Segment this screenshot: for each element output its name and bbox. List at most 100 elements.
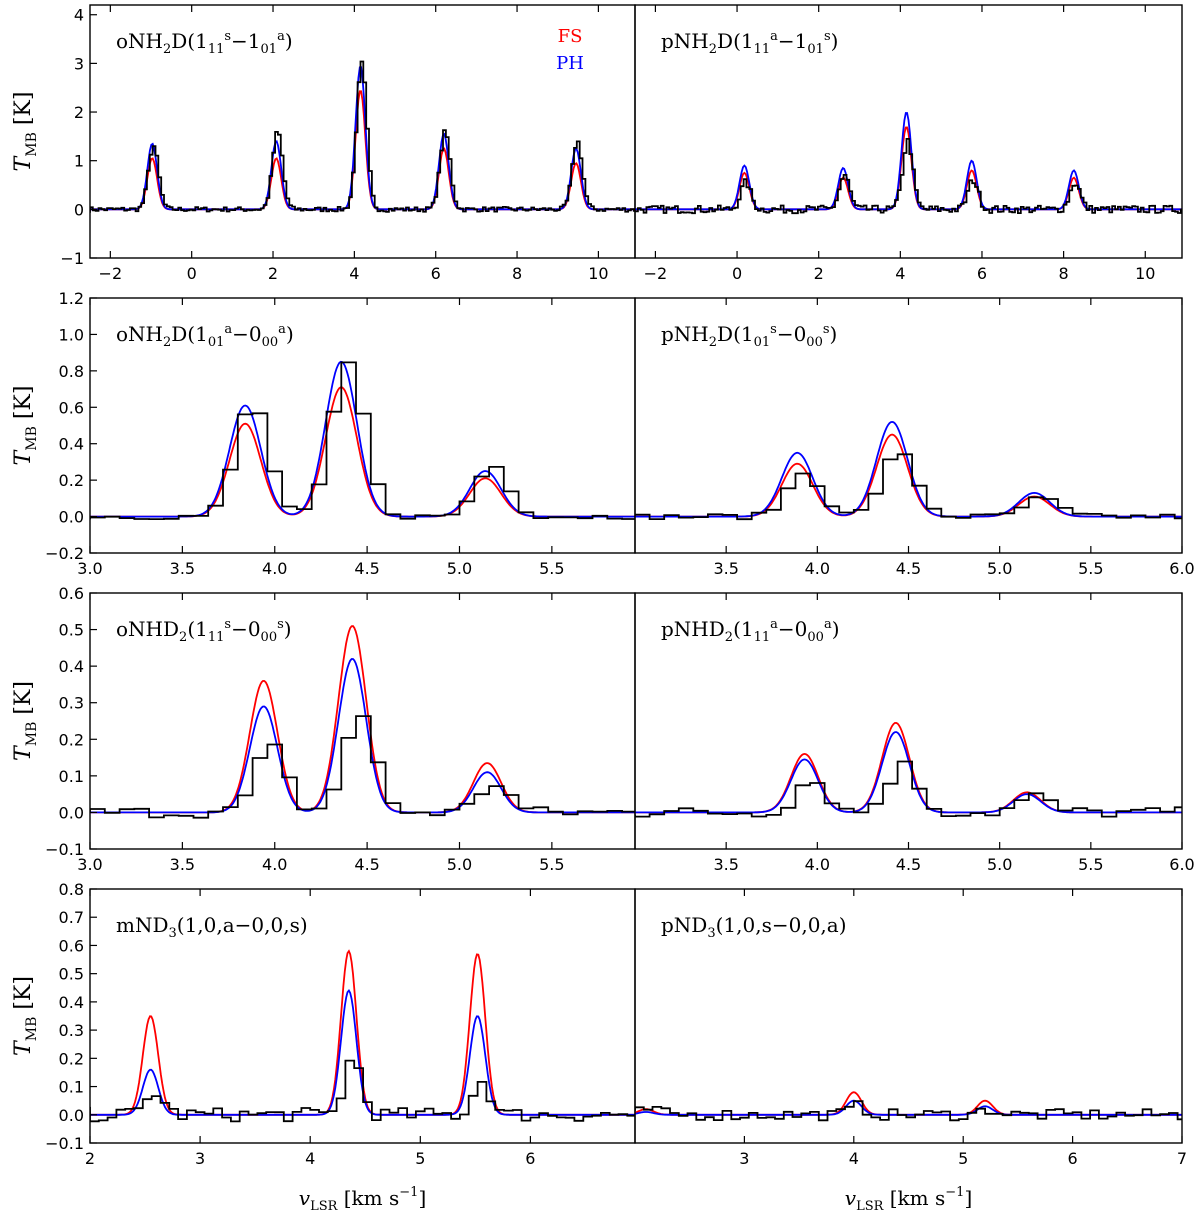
y-tick-label: 0.8 [59, 880, 84, 899]
title-mol-rest: (1,0,s−0,0,a) [716, 913, 847, 937]
x-tick-label: 3 [195, 1149, 205, 1168]
x-tick-label: 3.0 [77, 559, 102, 578]
title-mol: oNH [116, 322, 163, 346]
x-tick-label: 6.0 [1169, 559, 1194, 578]
x-tick-label: 0 [732, 264, 742, 283]
title-dash: −0 [778, 617, 807, 641]
fs-model-line [90, 90, 635, 211]
y-axis-label: TMB [K] [11, 681, 40, 761]
xlabel-exp: −1 [945, 1185, 964, 1200]
title-level1-sub: 11 [208, 42, 225, 57]
ylabel-sub: MB [24, 132, 40, 157]
title-level1-sup: a [770, 29, 778, 44]
y-tick-label: −0.1 [45, 1134, 84, 1153]
panel-title: pNHD2(111a−000a) [661, 617, 840, 645]
title-level1-sup: s [224, 29, 231, 44]
title-level1-sub: 01 [754, 335, 771, 350]
observed-spectrum [635, 453, 1182, 521]
x-tick-label: 2 [85, 1149, 95, 1168]
title-mol-sub: 3 [707, 926, 715, 941]
title-mol-sub: 3 [169, 926, 177, 941]
ylabel-main: T [11, 154, 36, 171]
x-tick-label: 4.0 [805, 855, 830, 874]
observed-spectrum [635, 1100, 1182, 1122]
x-tick-label: 5.0 [987, 559, 1012, 578]
title-mol-rest: (1 [187, 617, 208, 641]
title-mol: pNHD [661, 617, 725, 641]
panel-title: oNHD2(111s−000s) [116, 617, 292, 645]
observed-spectrum [635, 760, 1182, 818]
panel-2: 3.0 3.5 4.0 4.5 5.0 5.5 −0.2 0.0 0.2 0.4 0.6 0.8 1.0… [11, 289, 636, 578]
xlabel-sub: LSR [856, 1199, 885, 1214]
title-mol-sub: 2 [709, 42, 717, 57]
x-tick-label: 4.0 [262, 559, 287, 578]
y-tick-label: 0.8 [59, 362, 84, 381]
y-axis-label: TMB [K] [11, 92, 40, 172]
x-tick-label: 8 [512, 264, 522, 283]
y-tick-label: 0.2 [59, 471, 84, 490]
y-tick-label: 0.6 [59, 398, 84, 417]
ph-model-line [635, 1099, 1182, 1116]
fs-model-line [90, 625, 635, 814]
ylabel-unit: [K] [11, 92, 36, 133]
y-tick-label: 0.2 [59, 730, 84, 749]
x-tick-label: 4.0 [805, 559, 830, 578]
xlabel-close: ] [964, 1186, 972, 1210]
y-tick-label: 0.2 [59, 1049, 84, 1068]
title-mol-rest: D(1 [717, 322, 754, 346]
x-tick-label: 8 [1059, 264, 1069, 283]
title-level2-sup: s [277, 617, 284, 632]
y-tick-label: 0.0 [59, 1106, 84, 1125]
x-tick-label: 3.5 [713, 855, 738, 874]
y-tick-label: −0.2 [45, 544, 84, 563]
title-mol: pNH [661, 322, 709, 346]
title-level2-sup: a [278, 322, 286, 337]
title-mol-sub: 2 [709, 335, 717, 350]
title-mol-rest: (1 [733, 617, 754, 641]
observed-spectrum [635, 138, 1182, 215]
title-mol-rest: D(1 [171, 322, 208, 346]
ph-model-line [635, 420, 1182, 518]
y-tick-label: 0.4 [59, 435, 84, 454]
title-mol-sub: 2 [163, 335, 171, 350]
title-level2-sup: a [824, 617, 832, 632]
y-tick-label: 0 [74, 200, 84, 219]
title-close: ) [285, 29, 293, 53]
ylabel-sub: MB [24, 722, 40, 747]
x-tick-label: 4 [895, 264, 905, 283]
y-tick-label: 0.3 [59, 1021, 84, 1040]
ph-model-line [635, 731, 1182, 814]
observed-spectrum [90, 1059, 635, 1123]
title-close: ) [831, 29, 839, 53]
x-tick-label: 4.5 [896, 559, 921, 578]
x-tick-label: 5.5 [539, 559, 564, 578]
x-tick-label: 3 [739, 1149, 749, 1168]
panel-title: pNH2D(101s−000s) [661, 322, 837, 350]
y-tick-label: 0.7 [59, 908, 84, 927]
title-dash: −0 [777, 322, 806, 346]
x-tick-label: 0 [187, 264, 197, 283]
title-mol-sub: 2 [179, 630, 187, 645]
ph-model-line [635, 112, 1182, 211]
title-level1-sup: a [224, 322, 232, 337]
x-tick-label: 4.5 [354, 559, 379, 578]
title-level1-sub: 11 [754, 630, 771, 645]
y-tick-label: −1 [60, 249, 84, 268]
x-tick-label: 4.5 [354, 855, 379, 874]
title-mol: pNH [661, 29, 709, 53]
title-mol-rest: (1,0,a−0,0,s) [177, 913, 308, 937]
x-tick-label: 3.5 [170, 855, 195, 874]
xlabel-main: v [299, 1186, 311, 1210]
ylabel-unit: [K] [11, 386, 36, 427]
ph-model-line [90, 66, 635, 211]
ylabel-sub: MB [24, 1017, 40, 1042]
x-tick-label: 4 [349, 264, 359, 283]
x-tick-label: 4.5 [896, 855, 921, 874]
y-tick-label: 0.0 [59, 803, 84, 822]
title-dash: −0 [231, 617, 260, 641]
xlabel-exp: −1 [399, 1185, 418, 1200]
